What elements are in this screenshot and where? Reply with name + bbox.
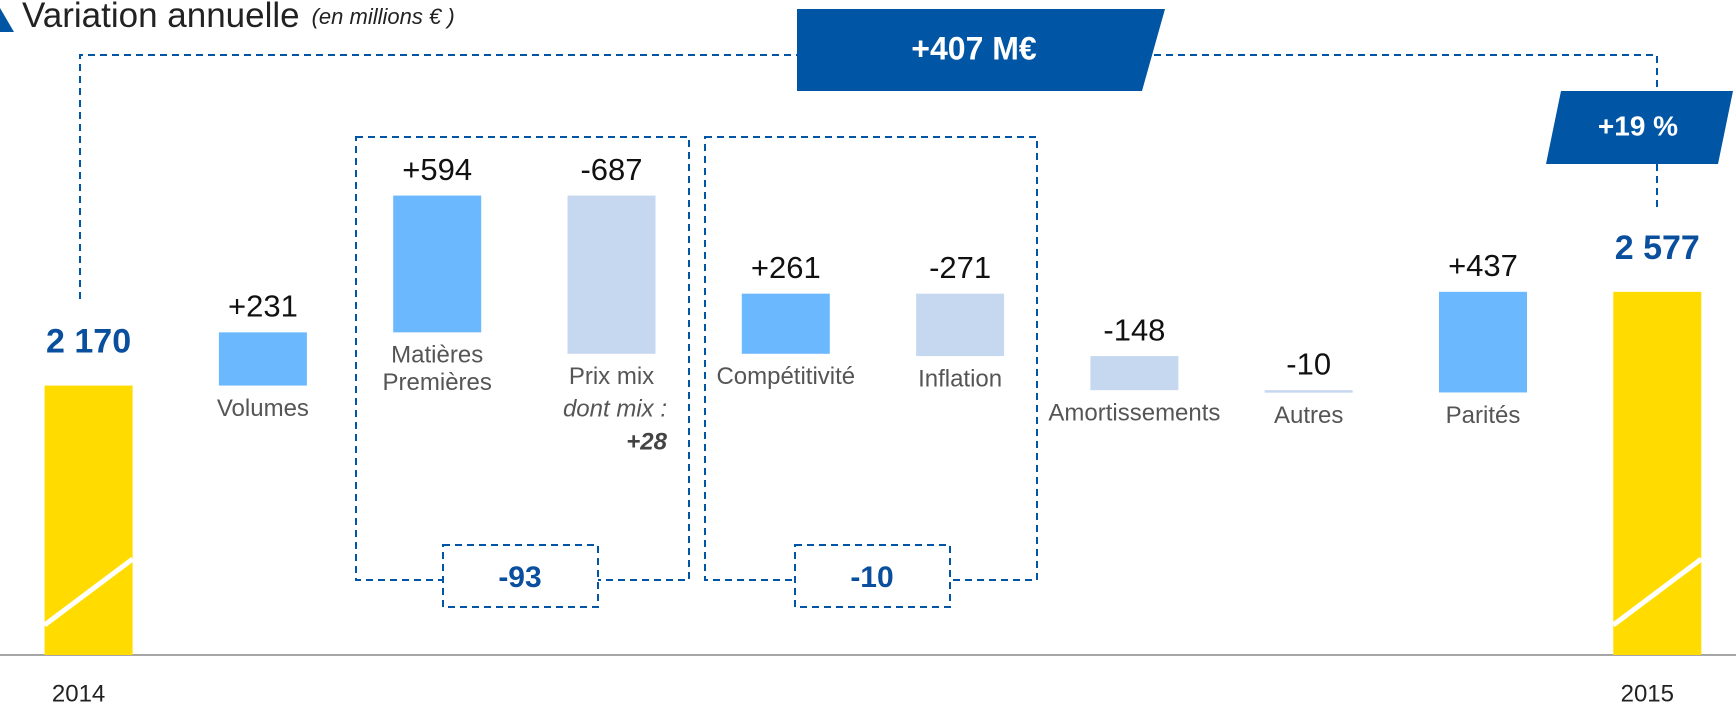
value-label: -148: [1103, 312, 1165, 347]
x-label: 2014: [52, 680, 105, 707]
annotation: dont mix :: [563, 395, 667, 422]
group-total: -10: [850, 561, 893, 594]
title-text: Variation annuelle: [22, 0, 300, 35]
axis-break: [43, 556, 135, 628]
subtitle: (en millions € ): [312, 4, 455, 29]
group-total-box: [442, 544, 599, 608]
category-label: Compétitivité: [716, 363, 855, 390]
x-label: 2015: [1621, 680, 1674, 707]
category-label: Parités: [1446, 402, 1521, 429]
value-label: +594: [402, 152, 472, 187]
change-label: +407 M€: [911, 30, 1037, 66]
value-label: -687: [580, 152, 642, 187]
change-banner: [797, 9, 1165, 91]
step-bar: [1264, 390, 1353, 393]
category-label: Volumes: [217, 395, 309, 422]
annotation: +28: [626, 428, 667, 455]
value-label: -10: [1286, 346, 1331, 381]
value-label: +231: [228, 289, 298, 324]
value-label: +261: [751, 250, 821, 285]
step-bar: [218, 332, 307, 386]
step-bar: [393, 195, 482, 333]
group-total: -93: [498, 561, 541, 594]
step-bar: [1090, 356, 1179, 391]
category-label: Autres: [1274, 402, 1343, 429]
value-label: +437: [1448, 248, 1518, 283]
step-bar: [741, 293, 830, 354]
step-bar: [1439, 291, 1527, 393]
total-label: 2 577: [1615, 229, 1700, 267]
value-label: -271: [929, 250, 991, 285]
category-label: Inflation: [918, 365, 1002, 392]
total-bar: [44, 385, 133, 655]
total-bar: [1613, 291, 1702, 655]
total-label: 2 170: [46, 323, 131, 361]
category-label: Prix mix: [569, 363, 654, 390]
axis-break: [1611, 557, 1703, 627]
group-box: [704, 136, 1038, 581]
pct-banner: [1546, 91, 1733, 164]
chart-title: Variation annuelle (en millions € ): [22, 0, 455, 35]
total-connector: [79, 54, 1658, 299]
title-marker: [0, 8, 14, 32]
pct-label: +19 %: [1598, 110, 1678, 141]
step-bar: [567, 195, 656, 354]
category-label: Amortissements: [1048, 400, 1220, 427]
category-label: Matières Premières: [383, 342, 492, 397]
step-bar: [916, 293, 1005, 357]
group-total-box: [794, 544, 951, 608]
